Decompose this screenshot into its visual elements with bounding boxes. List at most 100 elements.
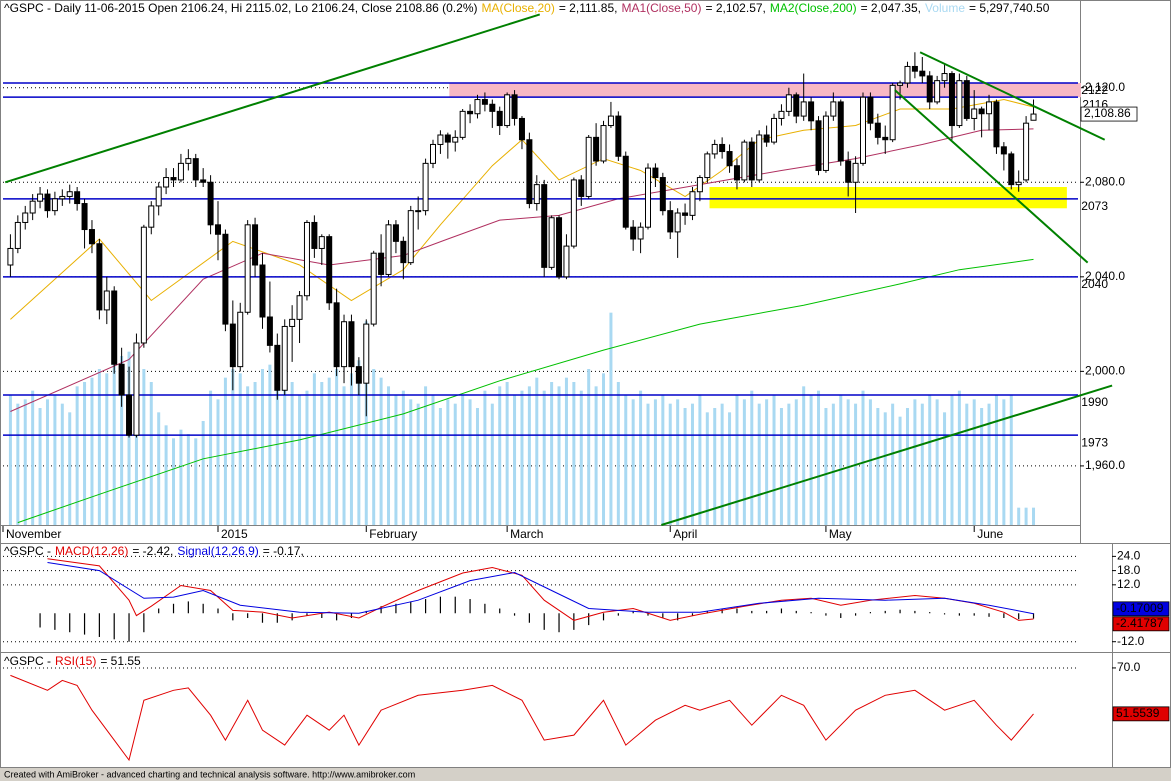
value-box-label: -0.17009 (1116, 601, 1164, 615)
volume-bar (60, 403, 64, 525)
x-tick-label: April (673, 527, 697, 541)
candle-body (652, 167, 659, 179)
candle-body (229, 323, 236, 368)
y-tick-label: 70.0 (1117, 660, 1141, 674)
y-tick-label: 2,120.0 (1085, 80, 1125, 94)
candle-body (578, 179, 585, 197)
candle-body (570, 179, 577, 247)
candle-body (1008, 153, 1015, 186)
y-tick-label: -12.0 (1117, 634, 1145, 648)
candle-body (311, 221, 318, 249)
candle-body (756, 134, 763, 181)
candle-body (978, 108, 985, 115)
candle-body (934, 80, 941, 103)
candle-body (266, 316, 273, 346)
series-line (47, 562, 1034, 615)
zone (709, 187, 1067, 209)
footer: Created with AmiBroker - advanced charti… (4, 769, 415, 779)
candle-body (830, 101, 837, 117)
candle-body (103, 290, 110, 311)
level-label: 2040 (1081, 277, 1108, 291)
candle-body (222, 233, 229, 325)
volume-bar (201, 421, 205, 525)
volume-bar (157, 412, 161, 525)
legend-value: = 2,102.57, (705, 1, 765, 15)
volume-bar (38, 408, 42, 525)
candle-body (793, 94, 800, 117)
candle-body (29, 200, 36, 214)
volume-bar (134, 360, 138, 525)
volume-bar (431, 395, 435, 525)
candle-body (993, 101, 1000, 148)
candle-body (326, 236, 333, 304)
panel-header: ^GSPC - Daily 11-06-2015 Open 2106.24, H… (4, 1, 1050, 15)
candle-body (341, 321, 348, 368)
candle-body (645, 167, 651, 228)
candle-body (956, 80, 963, 127)
legend-name: Volume (925, 1, 965, 15)
volume-bar (735, 395, 739, 525)
panel-title: ^GSPC - Daily 11-06-2015 Open 2106.24, H… (4, 1, 477, 15)
volume-bar (639, 390, 643, 525)
candle-body (526, 139, 533, 205)
candle-body (296, 295, 303, 320)
candle-body (1000, 146, 1007, 155)
volume-bar (416, 403, 420, 525)
candle-body (911, 65, 918, 72)
volume-bar (1032, 507, 1036, 525)
volume-bar (483, 390, 487, 525)
volume-bar (861, 390, 865, 525)
candle-body (163, 177, 170, 188)
candle-body (696, 177, 703, 193)
candle-body (274, 344, 281, 391)
volume-bar (564, 377, 568, 525)
volume-bar (913, 399, 917, 525)
legend-name: RSI(15) (55, 654, 96, 668)
volume-bar (594, 386, 598, 525)
candle-body (400, 240, 407, 264)
volume-bar (868, 399, 872, 525)
volume-bar (379, 377, 383, 525)
volume-bar (905, 408, 909, 525)
volume-bar (290, 382, 294, 525)
candle-body (815, 120, 822, 171)
trendline (894, 89, 1089, 264)
y-tick-label: 1,960.0 (1085, 458, 1125, 472)
candle-body (822, 115, 829, 171)
volume-bar (216, 399, 220, 525)
candle-body (430, 143, 436, 164)
candle-body (333, 302, 340, 368)
volume-bar (802, 386, 806, 525)
candle-body (467, 110, 474, 115)
legend-value: = 5,297,740.50 (969, 1, 1050, 15)
value-box-label: 51.5539 (1116, 706, 1160, 720)
volume-bar (357, 360, 361, 525)
candle-body (741, 141, 748, 181)
panel-title: ^GSPC - (4, 544, 51, 558)
candle-body (948, 73, 955, 127)
candle-body (904, 65, 911, 84)
candle-body (244, 224, 251, 313)
candle-body (415, 210, 422, 213)
volume-bar (253, 382, 257, 525)
volume-bar (1017, 507, 1021, 525)
legend-name: MA(Close,20) (481, 1, 554, 15)
candle-body (51, 198, 58, 212)
volume-bar (312, 373, 316, 525)
candle-body (926, 75, 933, 103)
volume-bar (424, 386, 428, 525)
candle-body (392, 224, 399, 242)
volume-bar (1009, 395, 1013, 525)
candle-body (59, 195, 66, 200)
volume-bar (446, 399, 450, 525)
value-box-label: -2.41787 (1116, 616, 1164, 630)
value-box (1112, 601, 1170, 617)
volume-bar (475, 408, 479, 525)
volume-bar (438, 408, 442, 525)
candle-body (140, 226, 147, 344)
candle-body (14, 221, 21, 249)
volume-bar (557, 386, 561, 525)
candle-body (1030, 113, 1037, 121)
candle-body (385, 224, 392, 275)
volume-bar (757, 403, 761, 525)
